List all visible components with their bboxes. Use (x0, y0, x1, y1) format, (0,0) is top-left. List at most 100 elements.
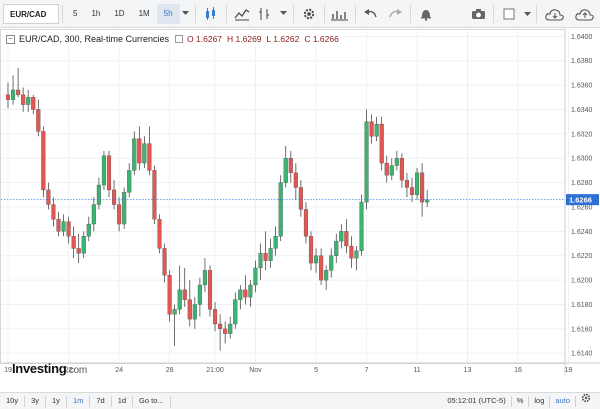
candle-body (187, 299, 192, 320)
candle-body (308, 236, 314, 264)
divider (528, 395, 530, 407)
candle-body (207, 270, 213, 310)
candle-body (238, 289, 243, 300)
divider (354, 4, 356, 23)
candle-body (248, 284, 253, 298)
candle-body (56, 219, 61, 232)
candle-body (16, 89, 21, 95)
x-tick-label: 22 (65, 367, 73, 374)
candle-body (303, 209, 308, 237)
timeframe-1m[interactable]: 1M (138, 8, 150, 18)
divider (110, 395, 112, 407)
utc-clock[interactable]: 05:12:01 (UTC-5) (447, 396, 506, 405)
cloud-load-icon[interactable] (540, 3, 570, 25)
drawing-dropdown-icon[interactable] (278, 3, 290, 25)
candle-body (268, 248, 273, 261)
range-1y[interactable]: 1y (52, 396, 60, 405)
compare-icon[interactable] (328, 3, 352, 25)
candle-body (177, 289, 182, 310)
y-tick-label: 1.6300 (571, 156, 593, 163)
candle-body (228, 323, 233, 334)
timeframe-5m[interactable]: 5 (73, 8, 78, 18)
candle-body (233, 299, 238, 325)
y-tick-label: 1.6320 (571, 131, 593, 138)
divider (169, 395, 171, 407)
collapse-legend-icon[interactable]: − (6, 34, 15, 44)
timeframe-1h[interactable]: 1h (91, 8, 101, 18)
chart-properties-gear-icon[interactable] (576, 393, 596, 409)
percent-scale-toggle[interactable]: % (516, 396, 524, 405)
candle-body (112, 189, 117, 205)
candle-body (86, 223, 91, 237)
settings-gear-icon[interactable] (297, 3, 321, 25)
candle-body (71, 236, 76, 249)
legend-low: L 1.6262 (266, 34, 300, 44)
x-tick-label: 19 (4, 367, 12, 374)
drawing-tools-icon[interactable] (254, 3, 278, 25)
chart-area[interactable]: 1.6400 1.6380 1.6360 1.6340 1.6320 1.6300 1.62… (0, 29, 600, 380)
range-7d[interactable]: 7d (96, 396, 105, 405)
candle-body (76, 248, 81, 254)
candle-body (197, 284, 202, 305)
timeframe-1d[interactable]: 1D (114, 8, 125, 18)
range-3y[interactable]: 3y (31, 396, 40, 405)
candle-body (41, 131, 46, 191)
candle-body (26, 97, 31, 105)
divider (549, 395, 551, 407)
layout-dropdown-icon[interactable] (521, 3, 533, 25)
candle-body (36, 109, 41, 132)
logo-suffix: .com (66, 365, 87, 376)
candle-body (157, 219, 162, 249)
timeframe-5h[interactable]: 5h (156, 3, 180, 24)
candles-icon[interactable] (199, 3, 223, 25)
timeframe-dropdown-icon[interactable] (180, 3, 192, 25)
chart-toolbar: EUR/CAD 5 1h 1D 1M 5h (0, 0, 600, 28)
candle-body (288, 158, 293, 173)
legend-open: O 1.6267 (187, 34, 223, 44)
candle-body (167, 275, 172, 315)
candle-body (425, 199, 430, 203)
range-1m[interactable]: 1m (72, 396, 84, 405)
candle-body (162, 248, 167, 276)
candle-body (172, 309, 177, 315)
candle-body (243, 289, 248, 298)
candle-body (369, 121, 374, 137)
indicators-icon[interactable] (230, 3, 254, 25)
y-tick-label: 1.6180 (571, 302, 593, 309)
cloud-save-icon[interactable] (570, 3, 600, 25)
series-visibility-checkbox[interactable] (175, 35, 184, 43)
y-tick-label: 1.6220 (571, 253, 593, 260)
auto-scale-toggle[interactable]: auto (555, 396, 570, 405)
redo-icon[interactable] (383, 3, 407, 25)
divider (24, 395, 26, 407)
candle-body (61, 221, 66, 232)
fullscreen-square-icon[interactable] (497, 3, 521, 25)
symbol-input[interactable]: EUR/CAD (3, 3, 59, 24)
divider (493, 5, 494, 23)
goto-date-button[interactable]: Go to... (139, 396, 164, 405)
candle-body (344, 231, 349, 247)
undo-icon[interactable] (359, 3, 383, 25)
log-scale-toggle[interactable]: log (534, 396, 545, 405)
candle-body (96, 184, 101, 205)
last-price-label: 1.6266 (569, 195, 592, 204)
candle-body (359, 201, 364, 252)
range-10y[interactable]: 10y (6, 396, 19, 405)
y-tick-label: 1.6360 (571, 83, 593, 90)
candle-body (21, 94, 26, 105)
toolbar-right (466, 0, 600, 28)
divider (45, 395, 47, 407)
y-tick-label: 1.6280 (571, 180, 593, 187)
alert-bell-icon[interactable] (414, 3, 438, 25)
last-price-tag (566, 194, 599, 206)
price-chart[interactable]: 1.6400 1.6380 1.6360 1.6340 1.6320 1.6300 1.62… (0, 29, 600, 380)
candle-body (101, 155, 107, 186)
range-1d[interactable]: 1d (117, 396, 127, 405)
divider (225, 4, 227, 23)
camera-snapshot-icon[interactable] (466, 3, 490, 25)
candle-body (263, 253, 268, 261)
candle-body (117, 204, 122, 225)
candle-body (31, 97, 36, 110)
candle-body (293, 172, 298, 188)
candle-body (399, 158, 404, 181)
